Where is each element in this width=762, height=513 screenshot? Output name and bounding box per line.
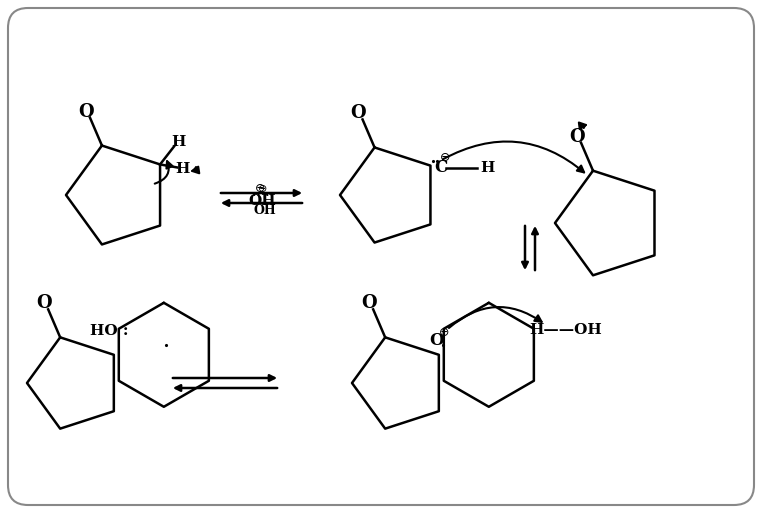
Text: ·· ·· 
OH: ·· ·· OH bbox=[252, 189, 278, 217]
Text: C: C bbox=[434, 159, 447, 176]
Text: H——OH: H——OH bbox=[530, 323, 602, 337]
Text: HO :: HO : bbox=[90, 324, 128, 338]
Text: $\ominus$: $\ominus$ bbox=[438, 326, 450, 339]
Text: O: O bbox=[37, 294, 52, 312]
Text: O: O bbox=[351, 105, 367, 123]
Text: H: H bbox=[171, 135, 185, 149]
Text: O: O bbox=[430, 332, 444, 349]
Text: O: O bbox=[569, 128, 584, 146]
FancyBboxPatch shape bbox=[8, 8, 754, 505]
Text: H: H bbox=[175, 163, 189, 176]
Text: $\ominus$: $\ominus$ bbox=[439, 151, 450, 164]
Text: OH: OH bbox=[248, 194, 276, 208]
Text: H: H bbox=[480, 161, 495, 174]
Text: O: O bbox=[78, 103, 94, 121]
Text: $\ominus$: $\ominus$ bbox=[257, 183, 267, 193]
Text: O: O bbox=[361, 294, 377, 312]
Text: $\ominus$: $\ominus$ bbox=[255, 182, 266, 194]
